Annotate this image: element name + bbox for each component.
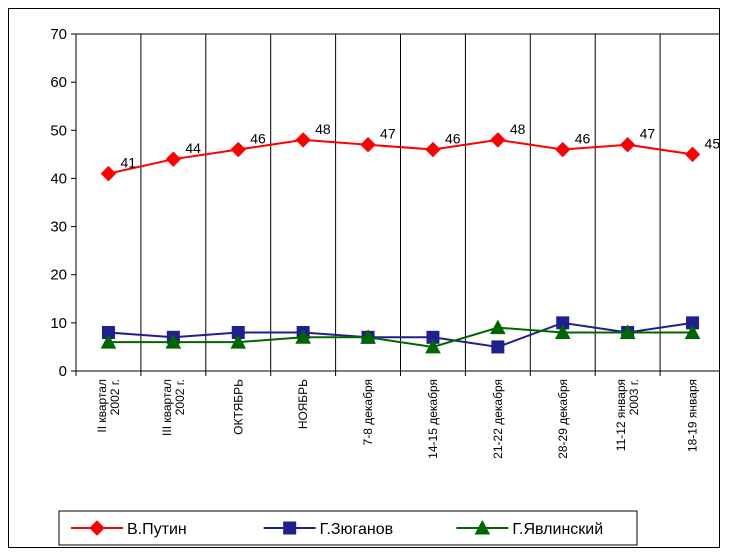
x-tick-label: 7-8 декабря	[361, 379, 375, 445]
series-3	[100, 319, 701, 354]
series-1: 41 44 46 48 47 46 48 46 47 45	[100, 121, 720, 182]
y-tick-label: 40	[50, 170, 67, 187]
series-line	[108, 321, 693, 348]
data-label: 48	[510, 121, 526, 137]
data-label: 48	[315, 121, 331, 137]
data-point	[619, 137, 636, 153]
legend-marker	[474, 519, 491, 535]
data-point	[425, 338, 441, 354]
series-line	[108, 138, 693, 175]
data-point	[619, 324, 636, 339]
data-point	[555, 141, 571, 158]
x-tick-label: 11-12 января	[614, 379, 628, 451]
y-tick-label: 70	[50, 26, 67, 43]
legend-marker	[283, 521, 297, 535]
legend-marker	[89, 520, 105, 536]
x-tick-label: 28-29 декабря	[556, 379, 570, 459]
data-label: 47	[380, 126, 396, 142]
legend-label: Г.Зюганов	[320, 521, 393, 538]
data-point	[554, 324, 571, 339]
x-tick-label: НОЯБРЬ	[296, 379, 310, 429]
x-tick-label: II квартал	[95, 379, 109, 433]
x-tick-label: 2002 г.	[108, 379, 122, 415]
data-point	[230, 334, 247, 349]
x-tick-label: 21-22 декабря	[491, 379, 505, 459]
y-tick-label: 0	[59, 363, 67, 380]
data-point	[360, 329, 376, 344]
y-tick-label: 20	[50, 267, 67, 284]
y-tick-label: 30	[50, 219, 67, 236]
data-point	[230, 141, 246, 158]
data-label: 41	[120, 155, 136, 171]
legend: В.Путин Г.Зюганов Г.Явлинский	[58, 510, 638, 546]
y-tick-label: 10	[50, 315, 67, 332]
data-point	[100, 334, 117, 349]
data-label: 46	[575, 131, 591, 147]
data-point	[491, 340, 505, 354]
x-tick-label: ОКТЯБРЬ	[231, 379, 245, 435]
x-tick-label: 2003 г.	[627, 379, 641, 415]
legend-item: Г.Зюганов	[263, 521, 393, 538]
data-label: 44	[185, 140, 201, 156]
data-label: 46	[250, 131, 266, 147]
data-point	[490, 319, 506, 335]
legend-box	[58, 510, 638, 546]
data-point	[100, 165, 117, 182]
x-tick-label: 14-15 декабря	[426, 379, 440, 459]
data-point	[165, 151, 182, 167]
data-label: 47	[640, 126, 656, 142]
data-point	[295, 329, 311, 344]
y-tick-label: 60	[50, 74, 67, 91]
data-label: 46	[445, 131, 461, 147]
data-point	[684, 324, 701, 339]
plot-border	[75, 33, 726, 372]
x-tick-label: III квартал	[160, 379, 174, 436]
data-point	[684, 146, 701, 163]
legend-label: В.Путин	[127, 521, 187, 538]
chart-frame: 0 10 20 30 40 50 60 70 II квартал 2002 г. III квар…	[8, 8, 726, 548]
legend-item: Г.Явлинский	[456, 519, 603, 538]
data-point	[490, 132, 506, 148]
data-point	[425, 141, 441, 158]
x-tick-label: 18-19 января	[686, 379, 700, 452]
y-tick-label: 50	[50, 122, 67, 139]
data-point	[295, 132, 311, 148]
data-point	[360, 137, 376, 153]
legend-label: Г.Явлинский	[512, 521, 603, 538]
series-line	[108, 326, 693, 348]
data-label: 45	[705, 135, 719, 151]
data-point	[165, 334, 182, 349]
x-tick-label: 2002 г.	[173, 379, 187, 415]
legend-item: В.Путин	[71, 520, 187, 538]
